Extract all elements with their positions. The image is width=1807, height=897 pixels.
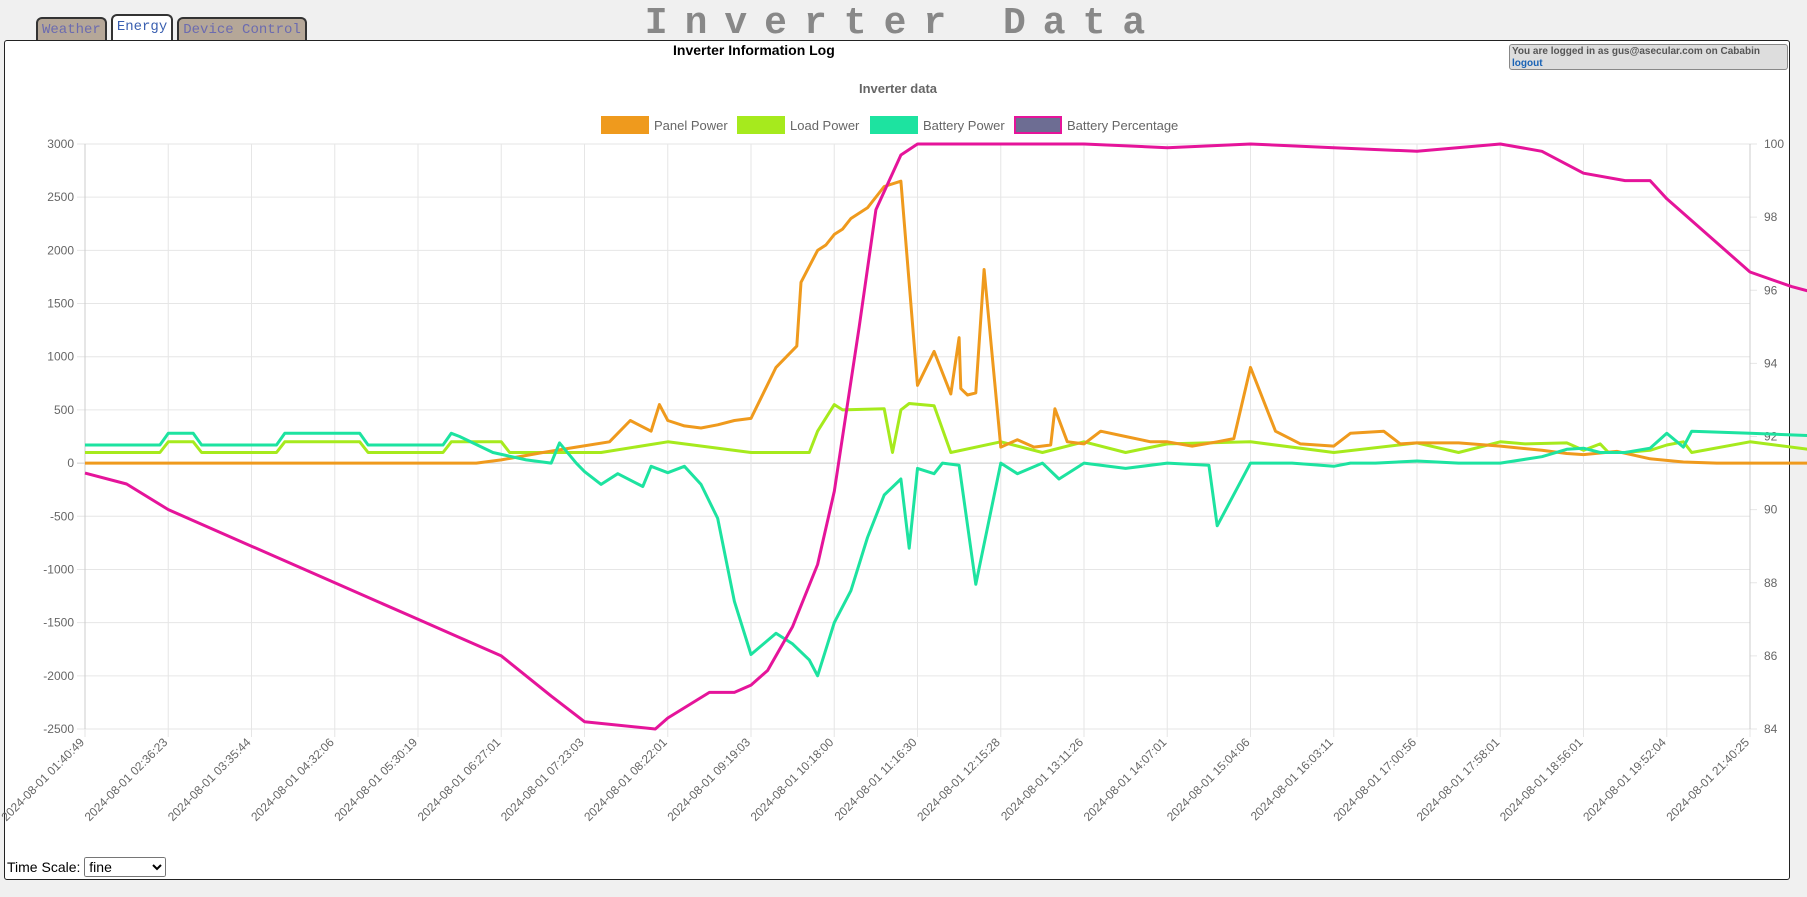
x-tick-label: 2024-08-01 09:19:03 (664, 735, 753, 824)
y-tick-label: -1000 (43, 562, 74, 576)
tab-weather[interactable]: Weather (36, 17, 107, 42)
legend-label-battery-power: Battery Power (923, 118, 1005, 133)
tab-bar: Weather Energy Device Control (36, 14, 307, 42)
y2-tick-label: 90 (1764, 503, 1778, 517)
x-tick-label: 2024-08-01 21:40:25 (1663, 735, 1752, 824)
chart-legend: Panel Power Load Power Battery Power Bat… (601, 116, 1178, 134)
series-line-panel-power (85, 179, 1807, 465)
y-tick-label: 500 (54, 403, 74, 417)
y2-tick-label: 86 (1764, 649, 1778, 663)
x-tick-label: 2024-08-01 12:15:28 (914, 735, 1003, 824)
legend-swatch-load-power[interactable] (737, 116, 785, 134)
y-tick-label: 1500 (47, 297, 74, 311)
x-tick-label: 2024-08-01 10:18:00 (748, 735, 837, 824)
time-scale-control: Time Scale: fine (7, 857, 167, 877)
y-tick-label: -2000 (43, 669, 74, 683)
x-tick-label: 2024-08-01 11:16:30 (832, 735, 920, 823)
x-tick-label: 2024-08-01 04:32:06 (248, 735, 337, 824)
x-tick-label: 2024-08-01 17:58:01 (1414, 735, 1503, 824)
legend-swatch-battery-percentage[interactable] (1014, 116, 1062, 134)
y-axis-left: 3000 2500 2000 1500 1000 500 0 -500 -1000 -1500 -2… (43, 137, 74, 736)
y-tick-label: -500 (50, 509, 74, 523)
login-status: You are logged in as gus@asecular.com on… (1509, 44, 1788, 70)
x-tick-label: 2024-08-01 01:40:49 (0, 735, 87, 824)
x-tick-label: 2024-08-01 17:00:56 (1330, 735, 1419, 824)
x-tick-label: 2024-08-01 08:22:01 (581, 735, 670, 824)
x-tick-label: 2024-08-01 13:11:26 (998, 735, 1086, 823)
y-tick-label: 1000 (47, 350, 74, 364)
x-tick-label: 2024-08-01 07:23:03 (498, 735, 587, 824)
series-line-load-power (85, 402, 1807, 454)
y2-tick-label: 88 (1764, 576, 1778, 590)
legend-label-load-power: Load Power (790, 118, 860, 133)
y-tick-label: -1500 (43, 616, 74, 630)
series-line-battery-power (85, 429, 1807, 678)
login-text: You are logged in as gus@asecular.com on… (1512, 46, 1760, 57)
tab-device-control[interactable]: Device Control (177, 17, 307, 42)
chart-title: Inverter data (859, 81, 938, 96)
time-scale-label: Time Scale: (7, 859, 81, 875)
x-tick-label: 2024-08-01 18:56:01 (1497, 735, 1586, 824)
x-tick-label: 2024-08-01 19:52:04 (1580, 735, 1669, 824)
legend-swatch-battery-power[interactable] (870, 116, 918, 134)
x-tick-label: 2024-08-01 14:07:01 (1081, 735, 1170, 824)
content-panel (4, 40, 1790, 880)
series-line-battery-percentage (84, 142, 1807, 731)
y2-tick-label: 92 (1764, 430, 1778, 444)
x-tick-label: 2024-08-01 05:30:19 (331, 735, 420, 824)
legend-label-battery-percentage: Battery Percentage (1067, 118, 1178, 133)
y-axis-right: 100 98 96 94 92 90 88 86 84 (1764, 137, 1784, 736)
x-tick-label: 2024-08-01 06:27:01 (415, 735, 504, 824)
x-tick-label: 2024-08-01 15:04:06 (1164, 735, 1253, 824)
x-tick-label: 2024-08-01 16:03:11 (1248, 735, 1336, 823)
logout-link[interactable]: logout (1512, 58, 1543, 69)
y-tick-label: 2500 (47, 190, 74, 204)
y2-tick-label: 96 (1764, 283, 1778, 297)
y2-tick-label: 84 (1764, 722, 1778, 736)
tab-energy[interactable]: Energy (110, 14, 174, 42)
page-title: Inverter Data (644, 2, 1163, 45)
y-tick-label: 2000 (47, 243, 74, 257)
log-title: Inverter Information Log (673, 42, 835, 58)
y2-tick-label: 100 (1764, 137, 1784, 151)
x-tick-label: 2024-08-01 03:35:44 (165, 735, 254, 824)
time-scale-select[interactable]: fine (84, 857, 167, 877)
chart-series (84, 142, 1807, 731)
x-tick-label: 2024-08-01 02:36:23 (82, 735, 171, 824)
y-tick-label: -2500 (43, 722, 74, 736)
y-tick-label: 0 (67, 456, 74, 470)
legend-swatch-panel-power[interactable] (601, 116, 649, 134)
y2-tick-label: 98 (1764, 210, 1778, 224)
y-tick-label: 3000 (47, 137, 74, 151)
legend-label-panel-power: Panel Power (654, 118, 728, 133)
y2-tick-label: 94 (1764, 356, 1778, 370)
